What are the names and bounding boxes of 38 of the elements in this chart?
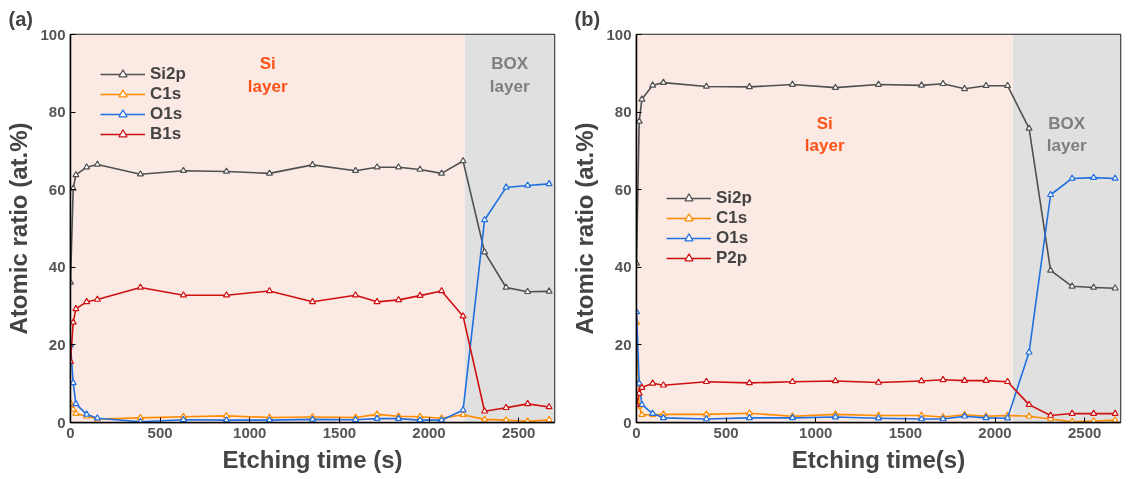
legend-label: O1s [150, 104, 183, 124]
legend-label: C1s [150, 84, 182, 104]
band-label: BOX layer [1046, 113, 1087, 156]
chart-title: (a) [8, 7, 33, 30]
x-tick-label: 500 [713, 423, 739, 441]
y-axis-title: Atomic ratio (at.%) [5, 122, 33, 335]
x-axis-title: Etching time(s) [791, 445, 966, 473]
x-tick-label: 500 [147, 423, 173, 441]
x-tick-label: 2500 [501, 423, 536, 441]
x-tick-label: 1000 [233, 423, 267, 441]
x-tick-label: 2000 [978, 423, 1012, 441]
y-tick-label: 100 [40, 25, 66, 43]
band-label: Si layer [247, 53, 288, 96]
y-tick-label: 60 [614, 180, 632, 198]
legend-label: C1s [716, 208, 748, 228]
y-tick-label: 40 [614, 258, 632, 276]
legend-label: O1s [716, 228, 749, 248]
x-axis-title: Etching time (s) [222, 445, 403, 473]
band-label: Si layer [804, 113, 845, 156]
y-axis-title: Atomic ratio (at.%) [571, 122, 599, 335]
y-tick-label: 100 [606, 25, 632, 43]
y-tick-label: 60 [48, 180, 66, 198]
legend-label: Si2p [150, 64, 186, 84]
legend-label: Si2p [716, 188, 752, 208]
legend-label: P2p [716, 248, 748, 268]
y-tick-label: 20 [614, 335, 632, 353]
x-tick-label: 1000 [799, 423, 833, 441]
x-tick-label: 2500 [1067, 423, 1102, 441]
legend-label: B1s [150, 124, 182, 144]
x-tick-label: 2000 [412, 423, 446, 441]
band-label: BOX layer [489, 53, 530, 96]
y-tick-label: 80 [614, 103, 632, 121]
x-tick-label: 1500 [322, 423, 357, 441]
y-tick-label: 20 [48, 335, 66, 353]
y-tick-label: 80 [48, 103, 66, 121]
x-tick-label: 1500 [888, 423, 923, 441]
chart-title: (b) [574, 7, 601, 30]
y-tick-label: 40 [48, 258, 66, 276]
